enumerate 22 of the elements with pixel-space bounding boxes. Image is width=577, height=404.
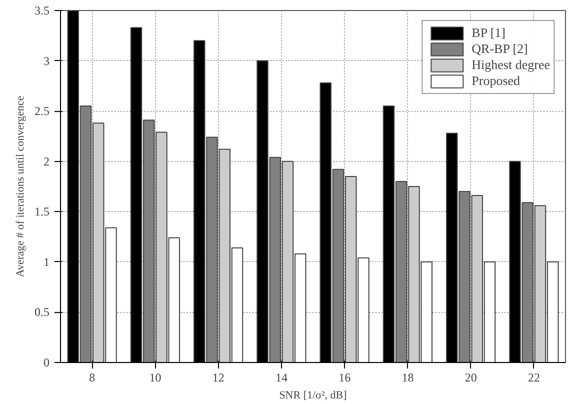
x-tick-label: 8 [89,370,96,384]
y-tick-label: 0 [44,356,50,370]
x-tick-label: 22 [528,370,540,384]
y-tick-label: 1.5 [34,204,50,219]
x-tick-label: 10 [149,370,162,384]
legend-label: BP [1] [472,25,506,41]
y-tick-label: 3.5 [34,4,50,18]
x-tick-label: 16 [338,370,351,384]
legend-label: Highest degree [472,57,550,73]
x-tick-label: 20 [464,370,477,384]
y-tick-label: 2.5 [34,104,50,118]
x-tick-label: 18 [402,370,414,384]
legend-label: QR-BP [2] [472,41,528,57]
y-tick-label: 3 [44,54,50,68]
x-tick-label: 14 [275,370,288,384]
x-tick-label: 12 [212,370,224,384]
legend-label: Proposed [472,73,520,89]
y-axis-title: Average # of iterations until convergence [14,96,26,278]
y-tick-label: 2 [44,154,50,168]
y-tick-label: 1 [44,254,50,269]
y-tick-label: 0.5 [34,305,50,320]
x-axis-title: SNR [1/σ², dB] [279,390,347,402]
